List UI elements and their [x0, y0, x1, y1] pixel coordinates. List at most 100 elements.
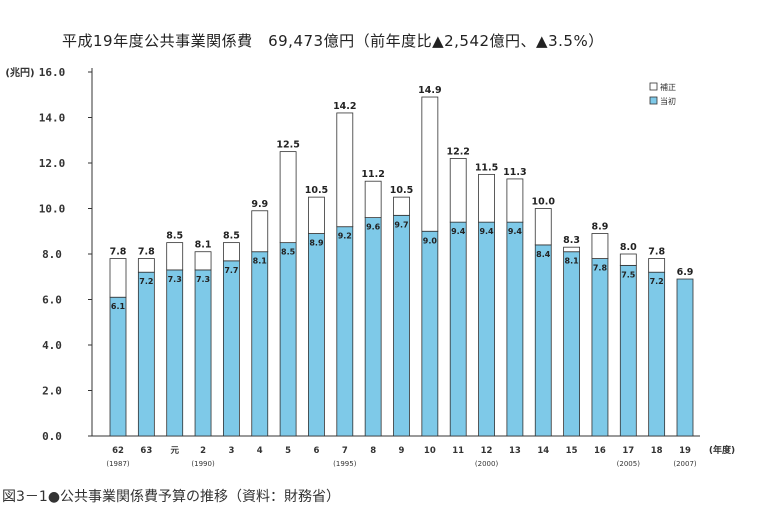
- x-tick-label: 元: [170, 446, 179, 456]
- chart-title: 平成19年度公共事業関係費 69,473億円（前年度比▲2,542億円、▲3.5…: [62, 32, 604, 50]
- x-tick-label: 9: [399, 446, 405, 456]
- y-tick-label: 2.0: [42, 385, 62, 398]
- x-tick-label: 17: [622, 446, 634, 456]
- bar-chart: 0.0 2.0 4.0 6.0 8.0 10.0 12.0 14.0 16.0 (兆円) 6.1 7.…: [5, 66, 735, 468]
- bar-supplementary: [421, 96, 439, 232]
- y-tick-label: 0.0: [42, 430, 62, 443]
- bar-initial: [619, 264, 637, 437]
- bar-total-label: 8.9: [592, 222, 609, 233]
- bar-initial-label: 9.6: [366, 223, 381, 232]
- bar-initial: [421, 230, 439, 437]
- x-tick-label: 18: [651, 446, 663, 456]
- x-tick-label: 2: [200, 446, 206, 456]
- bar-total-label: 7.8: [648, 247, 665, 258]
- bar-total-label: 11.2: [361, 169, 384, 180]
- bar-initial: [222, 260, 240, 437]
- bar-initial-label: 7.3: [168, 275, 182, 284]
- bar-supplementary: [648, 258, 666, 273]
- bar-supplementary: [364, 180, 382, 218]
- bar-supplementary: [534, 208, 552, 246]
- x-tick-sublabel: (1987): [106, 460, 130, 468]
- x-tick-label: 16: [594, 446, 606, 456]
- bar-supplementary: [449, 158, 467, 223]
- x-tick-label: 12: [481, 446, 493, 456]
- bar-total-label: 7.8: [110, 247, 127, 258]
- bar-supplementary: [166, 242, 184, 271]
- bar-total-label: 12.2: [446, 146, 469, 157]
- bar-initial: [364, 217, 382, 437]
- bar-supplementary: [336, 112, 354, 228]
- figure-caption: 図3－1●公共事業関係費予算の推移（資料：財務省）: [2, 489, 341, 505]
- y-tick-label: 12.0: [39, 157, 66, 170]
- x-tick-label: 15: [566, 446, 578, 456]
- y-tick-label: 8.0: [42, 248, 62, 261]
- x-tick-sublabel: (1995): [333, 460, 357, 468]
- bar-total-label: 11.5: [475, 162, 498, 173]
- bar-initial-label: 8.1: [253, 257, 268, 266]
- x-tick-label: 11: [452, 446, 464, 456]
- bar-total-label: 8.3: [563, 235, 580, 246]
- bar-initial-label: 8.1: [565, 257, 580, 266]
- y-axis-label: (兆円): [5, 66, 34, 79]
- bar-initial: [194, 269, 212, 437]
- bar-supplementary: [137, 258, 155, 273]
- x-tick-label: 8: [370, 446, 376, 456]
- bar-total-label: 7.8: [138, 247, 155, 258]
- y-tick-label: 14.0: [39, 112, 66, 125]
- bar-initial-label: 9.0: [423, 236, 438, 245]
- bar-initial-label: 6.1: [111, 302, 126, 311]
- bar-supplementary: [251, 210, 269, 253]
- bar-total-label: 10.5: [305, 185, 328, 196]
- bar-total-label: 14.9: [418, 85, 441, 96]
- bar-supplementary: [194, 251, 212, 271]
- bar-initial-label: 8.5: [281, 248, 296, 257]
- bar-supplementary: [393, 196, 410, 216]
- x-tick-label: 5: [285, 446, 291, 456]
- bar-initial-label: 7.8: [593, 264, 608, 273]
- legend-label-supplementary: 補正: [660, 82, 676, 92]
- bar-initial: [591, 258, 609, 437]
- x-tick-label: 13: [509, 446, 521, 456]
- bar-initial: [393, 214, 410, 437]
- x-tick-label: 62: [112, 446, 124, 456]
- bar-supplementary: [619, 253, 637, 266]
- y-tick-label: 6.0: [42, 294, 62, 307]
- bar-total-label: 14.2: [333, 101, 356, 112]
- bar-total-label: 10.5: [390, 185, 413, 196]
- y-tick-label: 4.0: [42, 339, 62, 352]
- bar-initial: [648, 271, 666, 437]
- bar-supplementary: [279, 151, 297, 244]
- x-tick-sublabel: (1990): [191, 460, 215, 468]
- x-tick-label: 10: [424, 446, 436, 456]
- x-axis-label: (年度): [709, 444, 735, 456]
- bar-initial-label: 9.4: [451, 227, 466, 236]
- bar-supplementary: [563, 246, 580, 253]
- bar-initial: [109, 296, 127, 437]
- x-tick-sublabel: (2000): [475, 460, 499, 468]
- legend-swatch-supplementary: [649, 82, 658, 91]
- bar-initial-label: 7.7: [224, 266, 238, 275]
- bar-total-label: 8.5: [223, 231, 240, 242]
- bar-initial-label: 8.4: [536, 250, 551, 259]
- bar-total-label: 9.9: [251, 199, 268, 210]
- bar-initial: [676, 278, 694, 437]
- bar-initial-label: 9.4: [508, 227, 523, 236]
- bar-supplementary: [308, 196, 325, 234]
- x-tick-sublabel: (2007): [673, 460, 697, 468]
- x-tick-sublabel: (2005): [617, 460, 641, 468]
- bar-total-label: 11.3: [503, 167, 526, 178]
- x-tick-label: 19: [679, 446, 691, 456]
- bar-supplementary: [222, 242, 240, 262]
- bar-initial-label: 7.5: [621, 270, 636, 279]
- legend-label-initial: 当初: [660, 96, 676, 106]
- bar-initial: [336, 226, 354, 437]
- bar-initial: [506, 221, 524, 437]
- x-tick-label: 6: [313, 446, 319, 456]
- bar-supplementary: [478, 173, 495, 223]
- bar-total-label: 10.0: [532, 197, 556, 208]
- bar-total-label: 8.5: [166, 231, 183, 242]
- bar-initial: [563, 251, 580, 437]
- bar-initial-label: 9.2: [338, 232, 352, 241]
- bar-total-label: 8.0: [620, 242, 637, 253]
- bar-initial: [251, 251, 269, 437]
